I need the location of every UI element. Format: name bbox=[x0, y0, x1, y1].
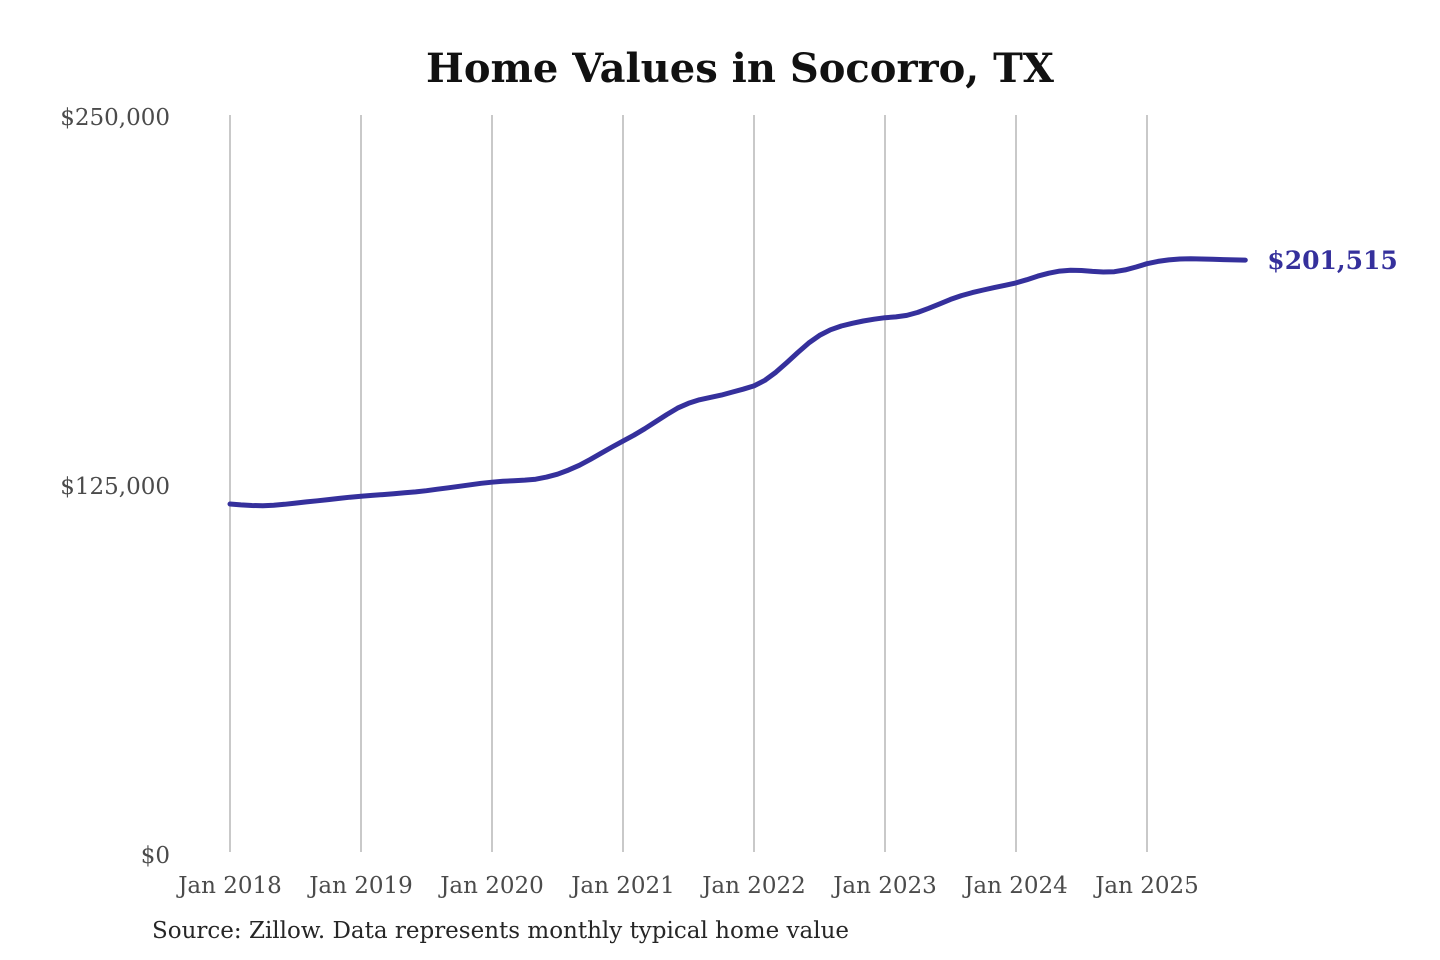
x-tick-label: Jan 2024 bbox=[962, 873, 1068, 899]
y-axis-tick-labels: $0 $125,000 $250,000 bbox=[60, 105, 170, 869]
y-tick-label: $125,000 bbox=[60, 474, 170, 500]
y-tick-label: $0 bbox=[141, 843, 170, 869]
y-tick-label: $250,000 bbox=[60, 105, 170, 131]
current-value-label: $201,515 bbox=[1267, 246, 1397, 275]
gridlines-group bbox=[229, 115, 1148, 852]
x-tick-label: Jan 2019 bbox=[307, 873, 413, 899]
x-axis-tick-labels: Jan 2018 Jan 2019 Jan 2020 Jan 2021 Jan 2022… bbox=[176, 873, 1199, 899]
source-note: Source: Zillow. Data represents monthly … bbox=[152, 918, 849, 944]
chart-title: Home Values in Socorro, TX bbox=[426, 45, 1054, 92]
x-tick-label: Jan 2020 bbox=[438, 873, 544, 899]
x-tick-label: Jan 2023 bbox=[831, 873, 937, 899]
x-tick-label: Jan 2021 bbox=[569, 873, 675, 899]
x-tick-label: Jan 2025 bbox=[1093, 873, 1199, 899]
x-tick-label: Jan 2022 bbox=[700, 873, 806, 899]
x-tick-label: Jan 2018 bbox=[176, 873, 282, 899]
home-value-line-series bbox=[227, 256, 1248, 509]
